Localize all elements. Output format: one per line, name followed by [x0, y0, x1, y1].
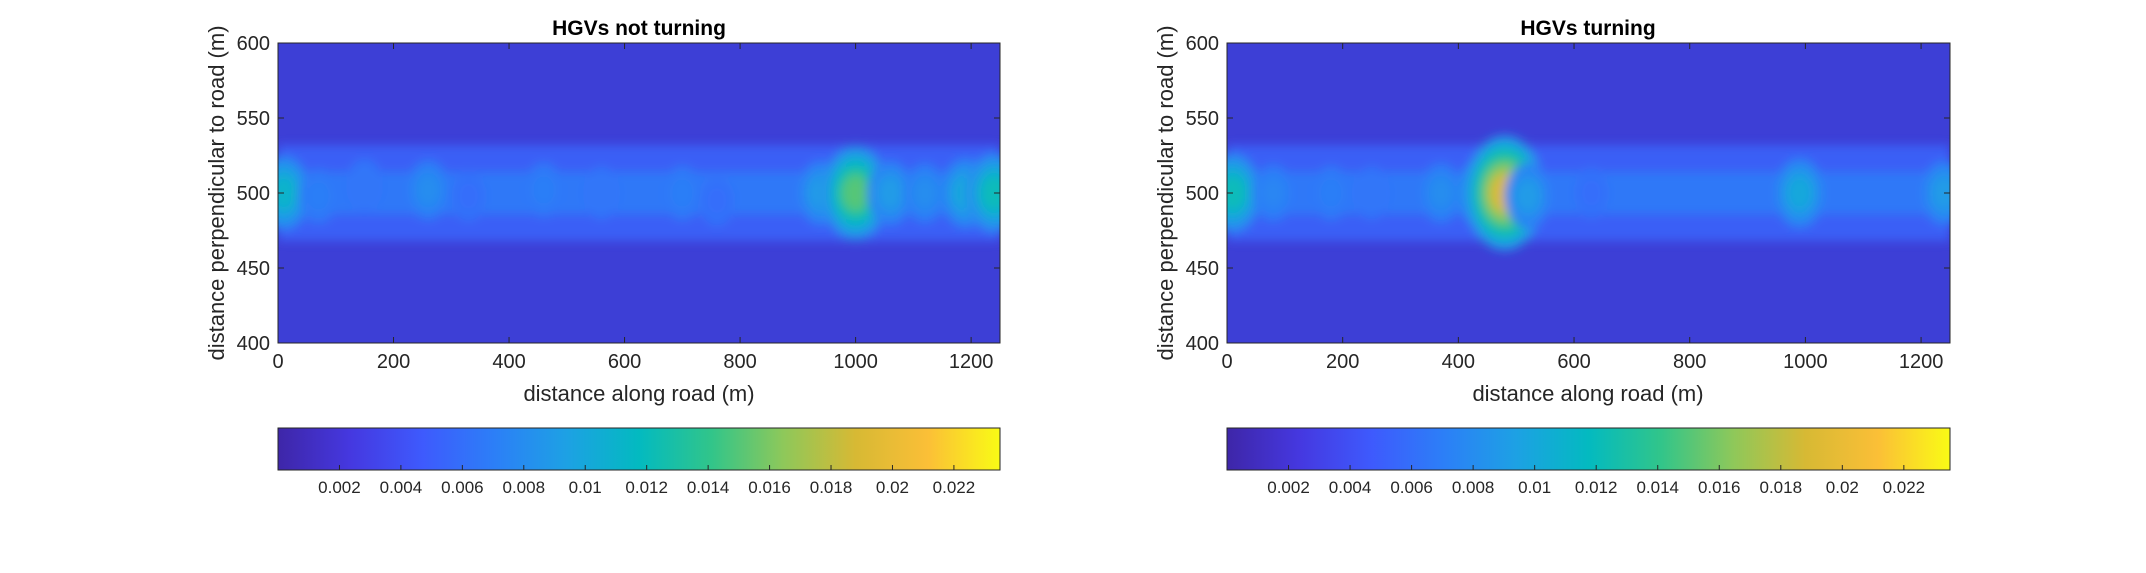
x-tick-label: 1000 [833, 351, 878, 373]
x-tick-label: 200 [377, 351, 410, 373]
heatmap-hotspot [672, 180, 693, 207]
y-axis-label: distance perpendicular to road (m) [204, 25, 229, 360]
heatmap-field [1205, 136, 1967, 251]
heatmap-field [257, 145, 1022, 241]
colorbar-tick-label: 0.002 [1267, 478, 1310, 497]
heatmap-hotspot [1321, 180, 1342, 207]
x-tick-label: 800 [1673, 351, 1706, 373]
colorbar-tick-label: 0.016 [1698, 478, 1741, 497]
heatmap-hotspot [591, 180, 611, 207]
heatmap-hotspot [707, 188, 727, 214]
colorbar-tick-label: 0.006 [1390, 478, 1433, 497]
y-tick-label: 500 [1186, 183, 1219, 205]
y-tick-label: 400 [1186, 333, 1219, 355]
heatmap-hotspot [1430, 179, 1451, 207]
colorbar-tick-label: 0.004 [1329, 478, 1372, 497]
colorbar-tick-label: 0.01 [569, 478, 602, 497]
x-tick-label: 400 [1442, 351, 1475, 373]
y-tick-label: 550 [237, 108, 270, 130]
colorbar-tick-label: 0.018 [810, 478, 853, 497]
x-tick-label: 0 [272, 351, 283, 373]
x-tick-label: 800 [723, 351, 756, 373]
heatmap-hotspot [1581, 180, 1601, 206]
colorbar-tick-label: 0.014 [687, 478, 730, 497]
x-tick-label: 1000 [1783, 351, 1828, 373]
x-tick-label: 400 [492, 351, 525, 373]
heatmap-hotspot [459, 183, 479, 209]
heatmap-hotspot [1263, 179, 1284, 207]
heatmap-hotspot [308, 183, 329, 210]
heatmap-hotspot [879, 179, 901, 208]
colorbar-tick-label: 0.022 [1883, 478, 1926, 497]
heatmap-hotspot [1361, 180, 1381, 207]
colorbar-tick-label: 0.006 [441, 478, 484, 497]
colorbar-tick-label: 0.02 [1826, 478, 1859, 497]
colorbar-tick-label: 0.008 [503, 478, 546, 497]
colorbar-tick-label: 0.02 [876, 478, 909, 497]
y-axis-label: distance perpendicular to road (m) [1153, 25, 1178, 360]
x-tick-label: 200 [1326, 351, 1359, 373]
x-tick-label: 600 [1557, 351, 1590, 373]
colorbar-tick-label: 0.01 [1518, 478, 1551, 497]
heatmap-hotspot [914, 179, 935, 207]
colorbar [1227, 428, 1950, 470]
heatmap-hotspot [843, 176, 869, 211]
y-tick-label: 600 [237, 33, 270, 55]
panel-hgvs-not-turning: HGVs not turning 0 200 400 600 800 1000 1200 4… [204, 17, 1022, 497]
colorbar-tick-label: 0.012 [1575, 478, 1618, 497]
panel-hgvs-turning: HGVs turning 0 200 400 600 800 1000 1200 400 45… [1153, 17, 1967, 497]
heatmap-hotspot [533, 177, 554, 204]
chart-title: HGVs not turning [552, 17, 726, 40]
heatmap-hotspot [418, 176, 439, 204]
colorbar-tick-label: 0.012 [625, 478, 668, 497]
colorbar-tick-label: 0.018 [1760, 478, 1803, 497]
y-tick-label: 400 [237, 333, 270, 355]
x-axis-label: distance along road (m) [1472, 381, 1703, 406]
chart-title: HGVs turning [1520, 17, 1655, 40]
colorbar-tick-label: 0.014 [1636, 478, 1679, 497]
x-tick-label: 1200 [1899, 351, 1944, 373]
y-tick-label: 450 [1186, 258, 1219, 280]
colorbar-tick-label: 0.016 [748, 478, 791, 497]
x-tick-label: 0 [1221, 351, 1232, 373]
colorbar-tick-label: 0.002 [318, 478, 361, 497]
x-tick-label: 600 [608, 351, 641, 373]
heatmap-hotspot [354, 172, 374, 199]
y-tick-label: 550 [1186, 108, 1219, 130]
y-tick-label: 600 [1186, 33, 1219, 55]
heatmap-hotspot [1788, 178, 1811, 208]
x-axis-label: distance along road (m) [523, 381, 754, 406]
colorbar-tick-label: 0.008 [1452, 478, 1495, 497]
heatmap-hotspot [1517, 182, 1539, 211]
y-tick-label: 450 [237, 258, 270, 280]
x-tick-label: 1200 [949, 351, 994, 373]
y-tick-label: 500 [237, 183, 270, 205]
colorbar-tick-label: 0.022 [933, 478, 976, 497]
colorbar [278, 428, 1000, 470]
colorbar-tick-label: 0.004 [380, 478, 423, 497]
